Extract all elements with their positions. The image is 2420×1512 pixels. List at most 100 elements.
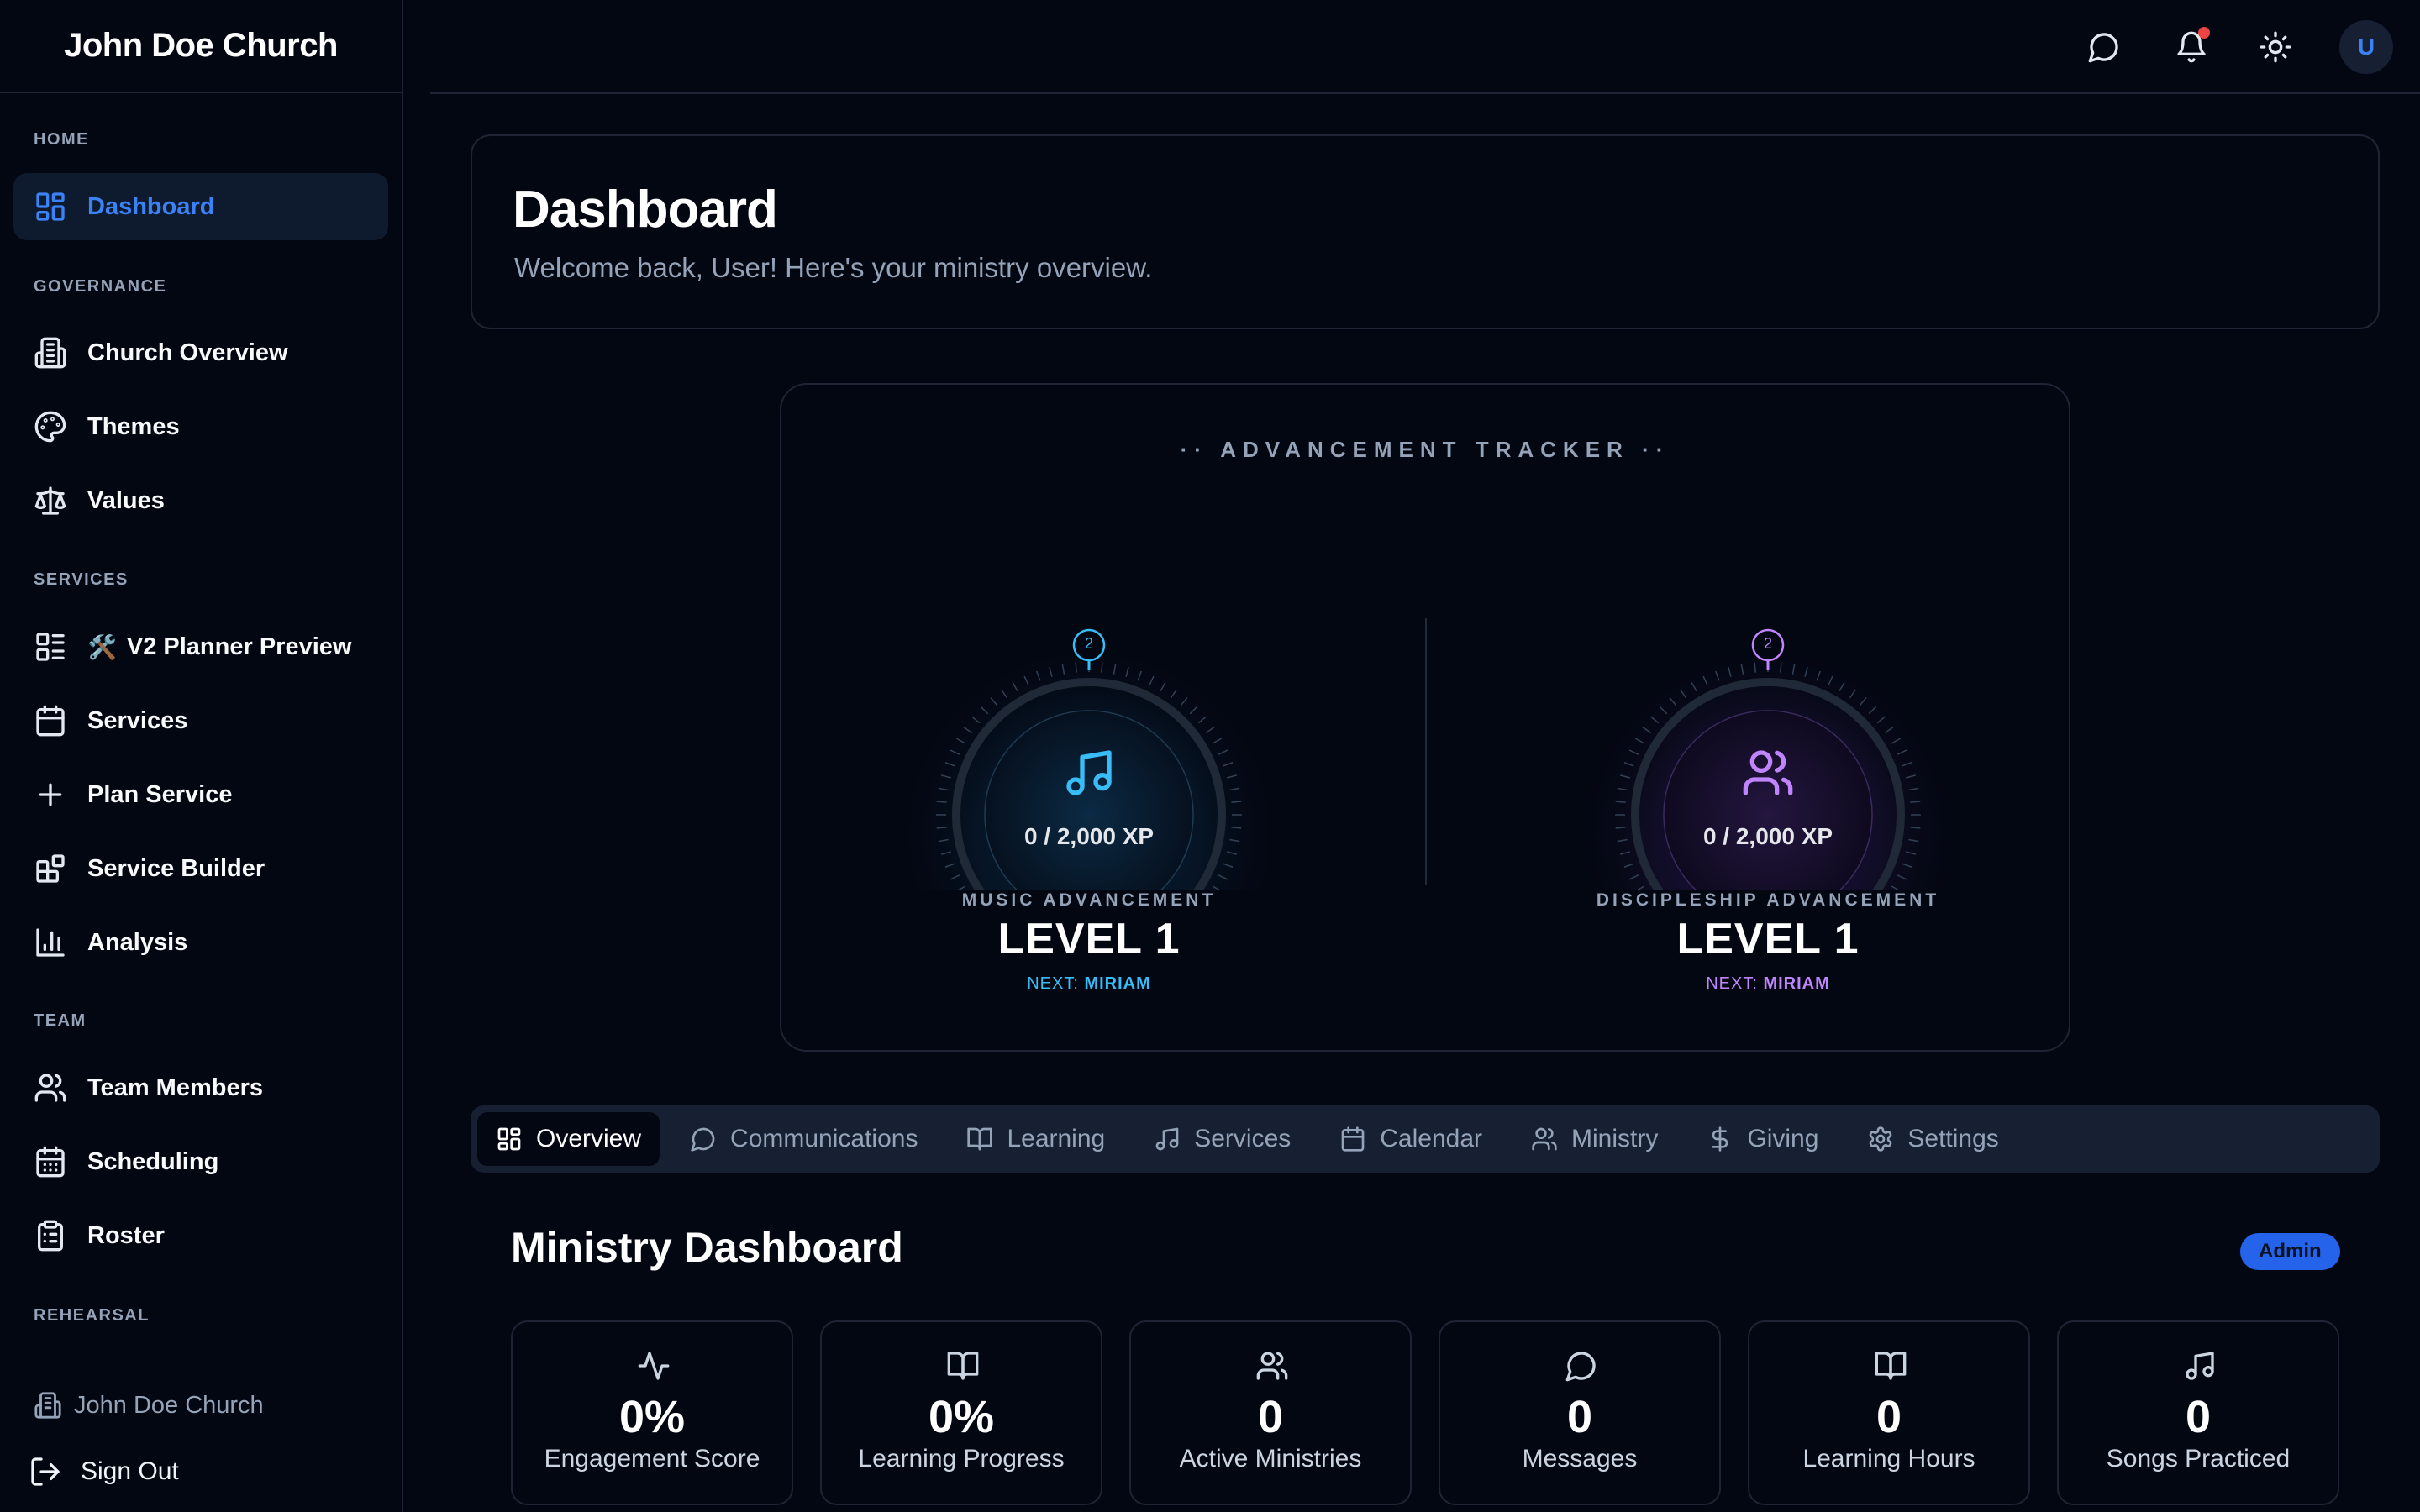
dial-tick bbox=[1691, 682, 1697, 692]
sign-out-label: Sign Out bbox=[81, 1457, 179, 1485]
dial-tick bbox=[944, 863, 955, 868]
dial-tick bbox=[1891, 738, 1901, 744]
dial-tick bbox=[1229, 838, 1240, 843]
calendar-days-icon bbox=[36, 1146, 65, 1178]
stat-label: Learning Progress bbox=[858, 1445, 1065, 1473]
grid-icon bbox=[36, 192, 65, 221]
dial-tick bbox=[1149, 675, 1155, 686]
church-name: John Doe Church bbox=[74, 1391, 264, 1419]
dial-tick bbox=[1902, 762, 1912, 767]
dial-tick bbox=[1623, 863, 1634, 868]
bar-chart-icon bbox=[36, 928, 65, 957]
dollar-icon bbox=[1712, 1126, 1728, 1152]
palette-icon bbox=[34, 411, 66, 443]
dial-tick bbox=[1137, 670, 1142, 681]
dashboard-tabs: Overview Communications Learning Service… bbox=[471, 1105, 2380, 1173]
dial-tick bbox=[1231, 801, 1242, 803]
dial-tick bbox=[1197, 716, 1207, 724]
dial-tick bbox=[1223, 863, 1234, 868]
avatar[interactable]: U bbox=[2339, 20, 2393, 74]
dial-tick bbox=[1740, 664, 1744, 675]
tab-giving[interactable]: Giving bbox=[1688, 1112, 1837, 1166]
tab-calendar[interactable]: Calendar bbox=[1321, 1112, 1501, 1166]
dial-tick bbox=[1218, 749, 1228, 755]
tab-label: Overview bbox=[536, 1125, 642, 1152]
dial-tick bbox=[1715, 670, 1720, 681]
church-switcher[interactable]: John Doe Church bbox=[34, 1391, 264, 1420]
sidebar-item-team-members[interactable]: Team Members bbox=[13, 1054, 388, 1121]
dial-tick bbox=[941, 851, 951, 855]
sidebar-item-scheduling[interactable]: Scheduling bbox=[13, 1128, 388, 1195]
dial-tick bbox=[1897, 874, 1907, 880]
topbar bbox=[430, 0, 2420, 94]
tab-overview[interactable]: Overview bbox=[477, 1112, 660, 1166]
music-badge: 2 bbox=[1084, 635, 1093, 652]
dial-tick bbox=[1617, 838, 1628, 843]
dial-tick bbox=[956, 738, 966, 744]
music-icon bbox=[1155, 1127, 1179, 1151]
dial-tick bbox=[1205, 726, 1215, 734]
sidebar-item-church-overview[interactable]: Church Overview bbox=[13, 319, 388, 386]
stat-value: 0% bbox=[928, 1392, 995, 1442]
tab-settings[interactable]: Settings bbox=[1849, 1112, 2017, 1166]
dial-tick bbox=[990, 697, 998, 706]
dial-tick bbox=[1620, 774, 1630, 779]
sidebar-item-roster[interactable]: Roster bbox=[13, 1202, 388, 1269]
tab-label: Learning bbox=[1007, 1125, 1106, 1152]
dial-tick bbox=[971, 716, 981, 724]
sidebar-item-values[interactable]: Values bbox=[13, 467, 388, 534]
dial-tick bbox=[1908, 838, 1919, 843]
stat-label: Active Ministries bbox=[1179, 1445, 1362, 1473]
sun-icon[interactable] bbox=[2259, 30, 2292, 64]
dial-tick bbox=[1125, 667, 1129, 677]
blocks-icon bbox=[36, 854, 65, 883]
tab-learning[interactable]: Learning bbox=[948, 1112, 1123, 1166]
sidebar-item-service-builder[interactable]: Service Builder bbox=[13, 835, 388, 902]
stat-card-songs-practiced: 0 Songs Practiced bbox=[2057, 1320, 2339, 1505]
sidebar-item-v2-planner[interactable]: 🛠️ V2 Planner Preview bbox=[13, 613, 388, 680]
message-icon[interactable] bbox=[2087, 30, 2121, 64]
sidebar-item-label: Services bbox=[87, 706, 188, 734]
stat-card-learning-hours: 0 Learning Hours bbox=[1748, 1320, 2030, 1505]
message-icon bbox=[1565, 1352, 1596, 1382]
dial-tick bbox=[1908, 787, 1919, 791]
dial-tick bbox=[1816, 670, 1821, 681]
brand-title[interactable]: John Doe Church bbox=[0, 0, 402, 93]
dial-tick bbox=[1728, 667, 1732, 677]
dial-tick bbox=[1620, 851, 1630, 855]
sidebar-item-label: Service Builder bbox=[87, 854, 266, 882]
sidebar-item-plan-service[interactable]: Plan Service bbox=[13, 761, 388, 828]
tab-ministry[interactable]: Ministry bbox=[1512, 1112, 1676, 1166]
sidebar-item-analysis[interactable]: Analysis bbox=[13, 909, 388, 976]
role-badge: Admin bbox=[2240, 1233, 2340, 1270]
stat-label: Learning Hours bbox=[1802, 1445, 1975, 1473]
dial-tick bbox=[1628, 749, 1639, 755]
sidebar-item-dashboard[interactable]: Dashboard bbox=[13, 173, 388, 240]
dial-tick bbox=[1212, 738, 1222, 744]
tab-services[interactable]: Services bbox=[1135, 1112, 1309, 1166]
dial-tick bbox=[1160, 682, 1166, 692]
sign-out-button[interactable]: Sign Out bbox=[29, 1455, 179, 1488]
dial-tick bbox=[1231, 827, 1242, 829]
dial-tick bbox=[936, 801, 947, 803]
dial-tick bbox=[963, 726, 973, 734]
sidebar-item-label: Values bbox=[87, 486, 165, 514]
tab-communications[interactable]: Communications bbox=[671, 1112, 936, 1166]
discipleship-level: LEVEL 1 bbox=[1676, 915, 1860, 963]
music-next-prefix: NEXT: bbox=[1027, 974, 1079, 993]
sidebar-item-themes[interactable]: Themes bbox=[13, 393, 388, 460]
dial-tick bbox=[1617, 787, 1628, 791]
dial-tick bbox=[1635, 885, 1645, 890]
welcome-subtitle: Welcome back, User! Here's your ministry… bbox=[514, 252, 1153, 283]
sidebar-item-services[interactable]: Services bbox=[13, 687, 388, 754]
notification-dot bbox=[2198, 27, 2210, 39]
sidebar-item-label: V2 Planner Preview bbox=[126, 633, 352, 660]
dial-tick bbox=[1615, 801, 1626, 803]
bell-icon[interactable] bbox=[2175, 30, 2208, 64]
dial-tick bbox=[1049, 667, 1053, 677]
dial-tick bbox=[1227, 774, 1237, 779]
calendar-icon bbox=[1341, 1126, 1365, 1152]
sidebar-item-label: Church Overview bbox=[87, 339, 288, 366]
section-label-rehearsal: REHEARSAL bbox=[34, 1306, 150, 1325]
dial-tick bbox=[1669, 697, 1677, 706]
